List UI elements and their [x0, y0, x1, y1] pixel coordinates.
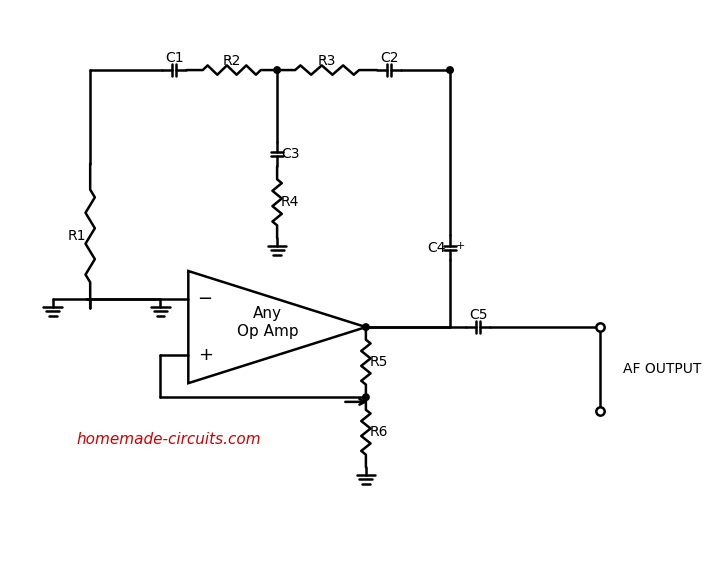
Text: +: + [456, 241, 465, 251]
Text: R6: R6 [370, 425, 388, 439]
Text: R3: R3 [318, 54, 336, 68]
Polygon shape [188, 271, 366, 383]
Text: R1: R1 [68, 229, 86, 243]
Text: C4: C4 [428, 240, 446, 255]
Text: C3: C3 [281, 147, 299, 161]
Text: C2: C2 [380, 51, 399, 65]
Circle shape [362, 324, 369, 331]
Text: −: − [198, 290, 212, 308]
Text: C1: C1 [165, 51, 183, 65]
Text: Op Amp: Op Amp [237, 324, 299, 339]
Circle shape [362, 394, 369, 400]
Text: R2: R2 [222, 54, 241, 68]
Circle shape [274, 67, 280, 73]
Text: AF OUTPUT: AF OUTPUT [623, 362, 702, 376]
Text: Any: Any [253, 305, 282, 320]
Circle shape [447, 67, 453, 73]
Text: R5: R5 [370, 355, 388, 369]
Text: homemade-circuits.com: homemade-circuits.com [76, 432, 261, 447]
Text: C5: C5 [469, 308, 487, 322]
Text: +: + [198, 346, 212, 364]
Text: R4: R4 [281, 195, 299, 210]
